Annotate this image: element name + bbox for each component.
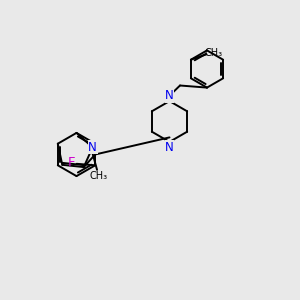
Text: F: F <box>68 156 75 169</box>
Text: N: N <box>165 89 174 102</box>
Text: N: N <box>88 141 97 154</box>
Text: N: N <box>165 141 174 154</box>
Text: CH₃: CH₃ <box>89 171 108 181</box>
Text: CH₃: CH₃ <box>204 48 222 58</box>
